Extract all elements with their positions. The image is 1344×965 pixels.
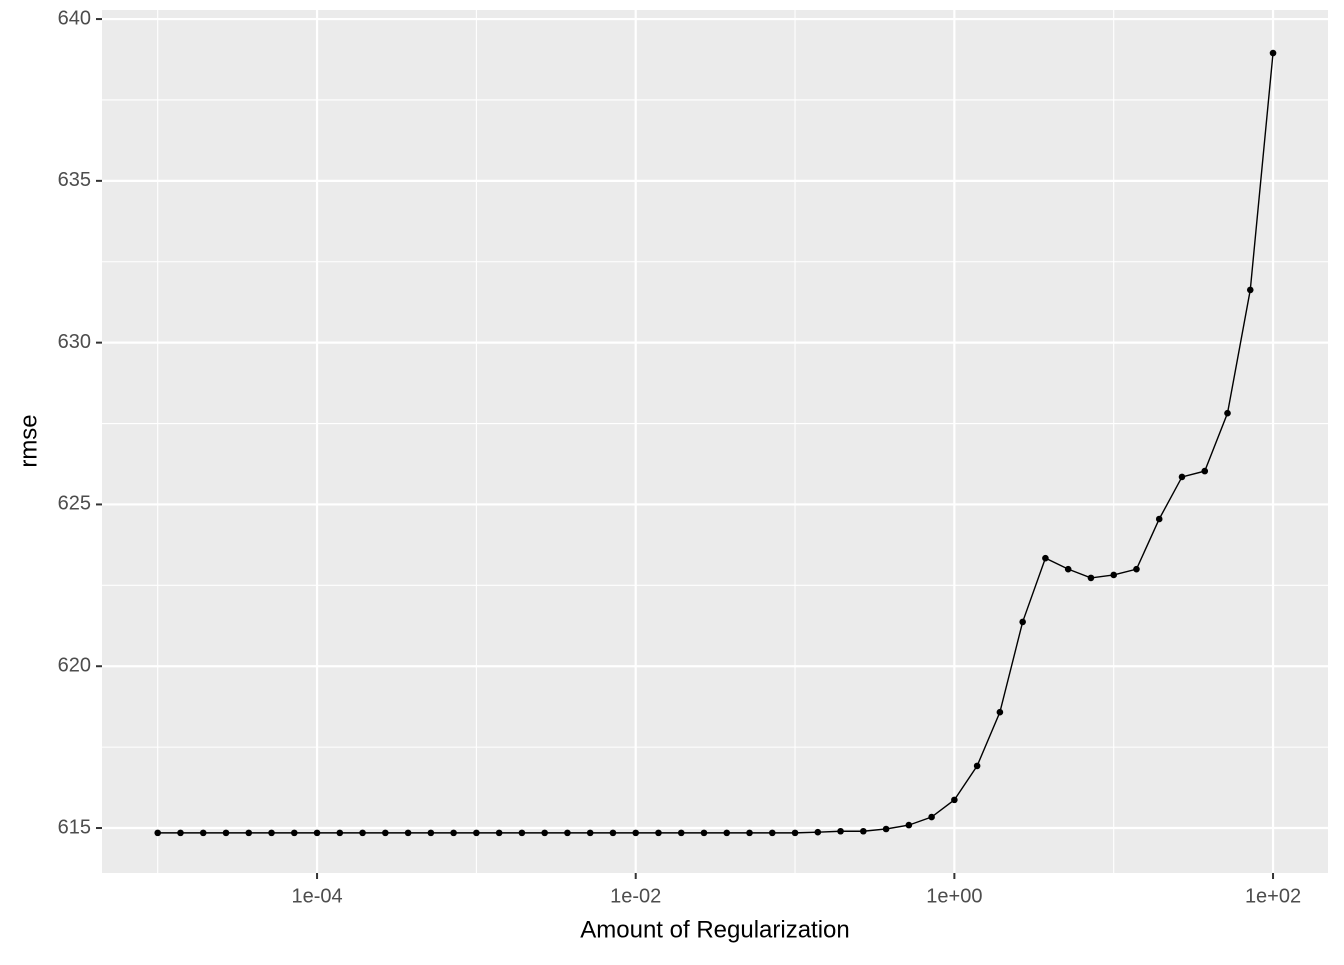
point (882, 825, 890, 833)
point (951, 796, 958, 804)
x-tick-label: 1e+02 (1245, 885, 1301, 907)
point (586, 829, 594, 837)
x-tick-label: 1e-04 (291, 885, 342, 907)
point (313, 829, 321, 837)
point (518, 829, 526, 837)
point (336, 829, 344, 837)
point (1019, 618, 1026, 626)
point (1246, 286, 1254, 294)
point (1201, 467, 1209, 475)
y-axis-title: rmse (15, 414, 42, 467)
point (996, 708, 1004, 716)
y-tick-label: 625 (58, 493, 91, 515)
y-tick-label: 640 (58, 7, 91, 29)
point (1133, 565, 1140, 573)
x-tick-label: 1e-02 (610, 885, 661, 907)
point (427, 829, 435, 837)
panel (102, 10, 1328, 873)
point (1224, 409, 1231, 417)
point (382, 829, 389, 837)
point (268, 829, 275, 837)
point (290, 829, 298, 837)
point (473, 829, 480, 837)
point (541, 829, 548, 837)
point (222, 829, 230, 837)
point (177, 829, 184, 837)
x-tick-label: 1e+00 (926, 885, 982, 907)
point (768, 829, 776, 837)
point (154, 829, 162, 837)
point (746, 829, 753, 837)
point (700, 829, 708, 837)
point (245, 829, 253, 837)
point (404, 829, 412, 837)
point (495, 829, 503, 837)
point (1064, 565, 1072, 573)
x-axis-title: Amount of Regularization (580, 916, 849, 943)
point (1042, 554, 1049, 562)
point (1087, 574, 1095, 582)
point (609, 829, 617, 837)
point (973, 762, 981, 770)
point (632, 829, 640, 837)
line (157, 52, 1274, 834)
y-tick-label: 620 (58, 655, 91, 677)
point (1110, 571, 1118, 579)
point (564, 829, 571, 837)
y-tick-label: 635 (58, 169, 91, 191)
point (791, 829, 799, 837)
point (359, 829, 366, 837)
y-tick-label: 615 (58, 816, 91, 838)
point (928, 813, 935, 821)
point (905, 821, 913, 829)
point (723, 829, 731, 837)
point (677, 829, 685, 837)
point (1155, 515, 1163, 523)
point (450, 829, 457, 837)
point (655, 829, 662, 837)
y-tick-label: 630 (58, 331, 91, 353)
point (814, 828, 822, 836)
point (1269, 49, 1277, 57)
point (199, 829, 207, 837)
point (1178, 473, 1186, 481)
point (837, 827, 844, 835)
point (860, 827, 867, 835)
